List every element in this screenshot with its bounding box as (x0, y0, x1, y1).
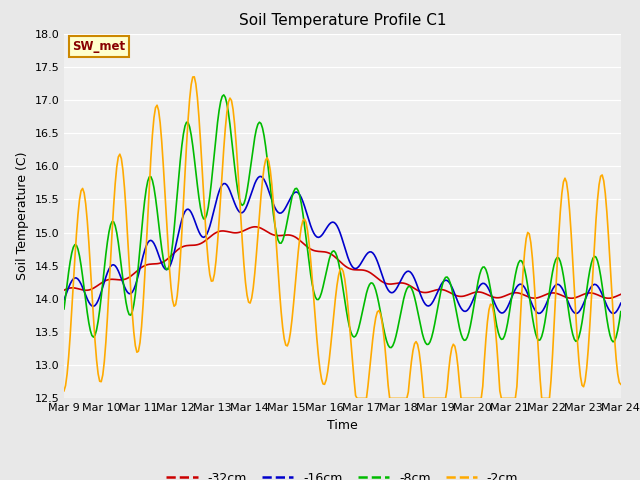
Y-axis label: Soil Temperature (C): Soil Temperature (C) (16, 152, 29, 280)
X-axis label: Time: Time (327, 419, 358, 432)
Text: SW_met: SW_met (72, 40, 125, 53)
Title: Soil Temperature Profile C1: Soil Temperature Profile C1 (239, 13, 446, 28)
Legend: -32cm, -16cm, -8cm, -2cm: -32cm, -16cm, -8cm, -2cm (161, 467, 524, 480)
